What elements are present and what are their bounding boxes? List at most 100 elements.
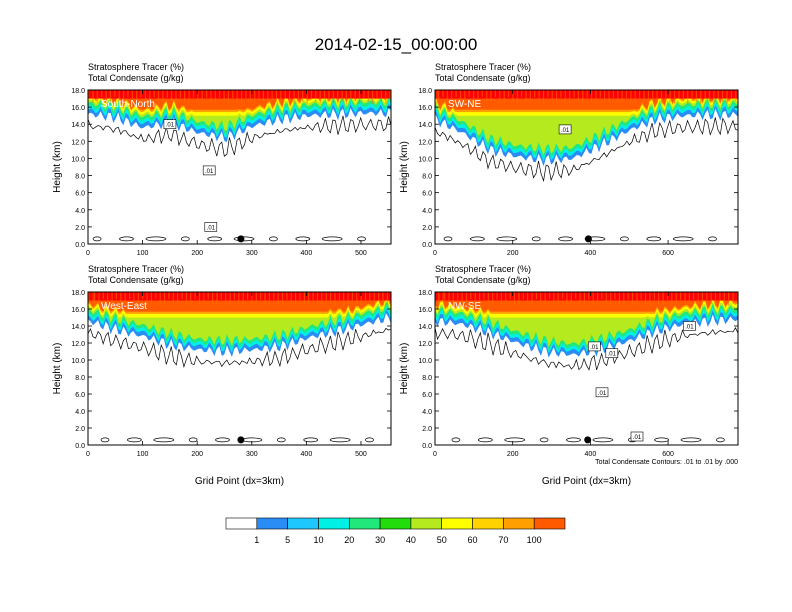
tracer-streak: [214, 90, 216, 104]
tracer-streak: [614, 292, 616, 300]
tracer-streak: [653, 292, 655, 300]
tracer-streak: [98, 292, 100, 305]
tracer-streak: [373, 292, 375, 306]
tracer-streak: [680, 292, 682, 300]
tracer-streak: [570, 292, 572, 305]
tracer-streak: [338, 292, 340, 301]
y-tick-label: 18.0: [418, 290, 432, 297]
tracer-streak: [551, 90, 553, 103]
tracer-streak: [216, 292, 218, 305]
contour-label: .01: [608, 352, 617, 358]
tracer-streak: [623, 292, 625, 305]
colorbar-label: 50: [437, 535, 447, 545]
tracer-streak: [591, 90, 593, 103]
y-tick-label: 10.0: [418, 358, 432, 365]
tracer-streak: [455, 90, 457, 98]
tracer-top-band: [88, 292, 391, 301]
tracer-streak: [656, 90, 658, 102]
tracer-streak: [534, 90, 536, 98]
tracer-streak: [303, 292, 305, 305]
tracer-streak: [719, 292, 721, 301]
y-tick-label: 0.0: [75, 443, 85, 450]
tracer-streak: [479, 292, 481, 305]
tracer-streak: [562, 292, 564, 299]
y-tick-label: 10.0: [418, 156, 432, 163]
tracer-streak: [592, 292, 594, 305]
contour-blob: [592, 437, 614, 443]
contour-blob: [92, 236, 102, 242]
y-axis-label: Height (km): [399, 141, 410, 193]
tracer-streak: [299, 292, 301, 300]
tracer-streak: [219, 90, 221, 98]
y-tick-label: 6.0: [422, 191, 432, 198]
panel-label: South-North: [101, 99, 155, 110]
contour-label: .01: [166, 123, 175, 129]
tracer-streak: [459, 90, 462, 103]
contour-blob: [321, 236, 343, 242]
contour-blob: [295, 236, 311, 242]
colorbar-label: 5: [285, 535, 290, 545]
tracer-streak: [492, 292, 494, 305]
tracer-streak: [660, 90, 663, 104]
tracer-streak: [324, 90, 326, 99]
panel-subtitle-condensate: Total Condensate (g/kg): [435, 275, 531, 285]
x-tick-label: 0: [433, 451, 437, 458]
colorbar-label: 10: [313, 535, 323, 545]
tracer-streak: [682, 90, 684, 102]
plot-frame: [434, 291, 739, 446]
colorbar-box: [410, 517, 442, 530]
colorbar-label: 60: [468, 535, 478, 545]
x-tick-label: 200: [191, 250, 203, 257]
tracer-streak: [254, 90, 256, 104]
contour-label-box: [204, 222, 218, 232]
tracer-streak: [442, 90, 444, 98]
tracer-streak: [531, 292, 533, 305]
tracer-streak: [190, 292, 192, 305]
contour-blob: [680, 437, 702, 443]
tracer-streak: [529, 90, 531, 103]
y-tick-label: 6.0: [422, 392, 432, 399]
tracer-streak: [597, 292, 599, 305]
tracer-streak: [115, 292, 117, 300]
tracer-streak: [258, 90, 260, 99]
contour-blob: [215, 437, 230, 443]
tracer-top-band: [435, 292, 738, 301]
x-tick-label: 100: [137, 451, 149, 458]
contour-line: [88, 327, 391, 368]
tracer-streak: [268, 292, 270, 306]
contour-blob: [646, 236, 662, 242]
tracer-streak: [708, 90, 711, 102]
contour-label-box: [683, 321, 696, 331]
tracer-streak: [131, 90, 133, 103]
tracer-field: [88, 292, 391, 445]
tracer-streak: [343, 292, 345, 304]
tracer-streak: [350, 90, 352, 100]
tracer-streak: [671, 292, 673, 305]
contour-blob: [672, 236, 694, 242]
x-tick-label: 300: [246, 250, 258, 257]
tracer-streak: [586, 90, 588, 98]
tracer-streak: [639, 90, 641, 99]
colorbar-box: [287, 517, 319, 530]
y-tick-label: 16.0: [418, 307, 432, 314]
contour-label: .01: [633, 435, 642, 441]
tracer-streak: [674, 90, 676, 104]
tracer-streak: [247, 292, 249, 300]
tracer-streak: [325, 292, 327, 301]
condensate-contours: [88, 115, 391, 242]
tracer-streak: [500, 292, 502, 305]
tracer-streak: [535, 292, 537, 299]
x-tick-label: 200: [191, 451, 203, 458]
colorbar: 1 5 10 20 30 40 50 60 70 100: [225, 517, 566, 545]
colorbar-label: 1: [254, 535, 259, 545]
contour-label-box: [202, 165, 216, 176]
tracer-streak: [280, 90, 282, 104]
tracer-streak: [630, 90, 632, 102]
tracer-streak: [345, 90, 347, 104]
panel-label: West-East: [101, 301, 147, 312]
tracer-streak: [96, 90, 98, 103]
tracer-streak: [376, 90, 378, 100]
tracer-streak: [564, 90, 566, 103]
tracer-streak: [582, 90, 584, 104]
tracer-streak: [509, 292, 511, 300]
